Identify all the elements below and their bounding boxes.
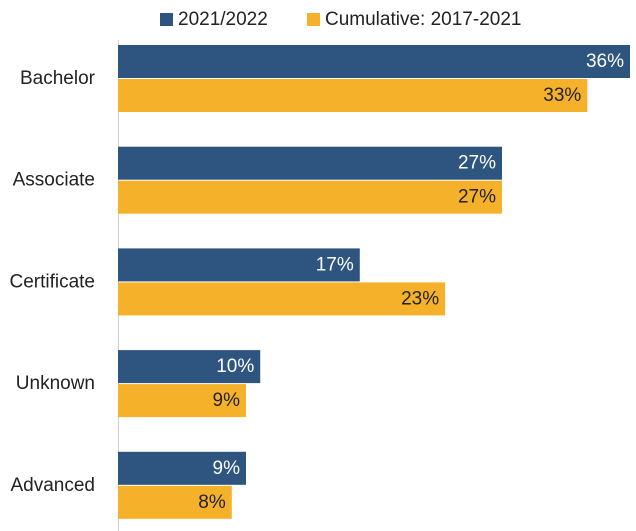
bar [118, 282, 446, 316]
data-label: 9% [213, 458, 241, 479]
bar [118, 451, 246, 485]
y-tick-label: Certificate [9, 271, 95, 292]
data-label: 17% [316, 254, 354, 275]
bar [118, 180, 502, 214]
y-tick-label: Associate [13, 170, 95, 191]
data-label: 10% [216, 356, 254, 377]
bar [118, 350, 261, 384]
data-label: 9% [213, 390, 241, 411]
y-tick-label: Advanced [10, 475, 95, 496]
bar [118, 384, 246, 418]
data-label: 8% [198, 492, 226, 513]
legend-label: Cumulative: 2017-2021 [325, 9, 521, 30]
data-label: 33% [543, 85, 581, 106]
bar [118, 485, 232, 519]
data-label: 27% [458, 187, 496, 208]
y-tick-label: Bachelor [20, 68, 96, 89]
bar [118, 248, 360, 282]
bar [118, 45, 630, 78]
bar [118, 79, 588, 112]
data-label: 23% [401, 288, 439, 309]
legend-swatch [307, 13, 320, 26]
data-label: 27% [458, 153, 496, 174]
bar [118, 146, 502, 180]
y-tick-label: Unknown [16, 373, 95, 394]
legend-label: 2021/2022 [178, 9, 268, 30]
data-label: 36% [586, 51, 624, 72]
legend-swatch [160, 13, 173, 26]
